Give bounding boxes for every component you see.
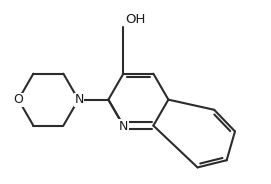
Text: N: N	[119, 120, 128, 133]
Text: O: O	[14, 93, 23, 106]
Text: OH: OH	[125, 13, 146, 26]
Text: N: N	[74, 93, 84, 106]
